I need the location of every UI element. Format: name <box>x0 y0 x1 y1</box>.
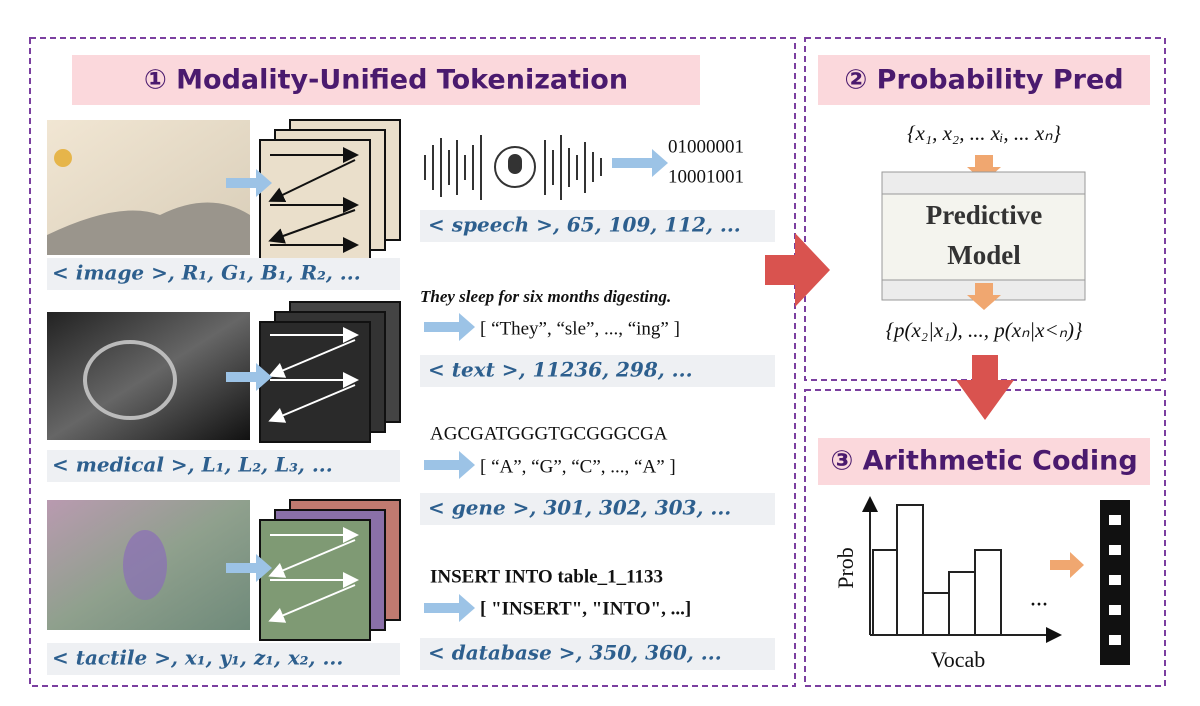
label-band <box>47 450 400 482</box>
red-arrow <box>765 233 830 307</box>
section-title: ③ Arithmetic Coding <box>830 446 1137 477</box>
title-band <box>72 55 700 105</box>
gene-sequence: AGCGATGGGTGCGGGCGA <box>430 423 668 444</box>
scan <box>83 340 177 420</box>
blue-arrows <box>226 149 668 622</box>
model-input: {x₁, x₂, ... xᵢ, ... xₙ} <box>907 121 1061 145</box>
section-title: ① Modality-Unified Tokenization <box>144 65 628 96</box>
image-label: < image >, R₁, G₁, B₁, R₂, ... <box>52 261 361 285</box>
tactile-label: < tactile >, x₁, y₁, z₁, x₂, ... <box>52 646 343 670</box>
speech-bits: 10001001 <box>668 166 744 187</box>
blob <box>123 530 167 600</box>
label-band <box>420 493 775 525</box>
speech-bits: 01000001 <box>668 136 744 157</box>
label-band <box>420 210 775 242</box>
label-band <box>420 355 775 387</box>
orange-arrow <box>1050 552 1084 578</box>
orange-arrow <box>967 283 1001 310</box>
sun <box>54 149 72 167</box>
database-label: < database >, 350, 360, ... <box>428 641 722 665</box>
section-title: ② Probability Pred <box>844 65 1123 96</box>
text-label: < text >, 11236, 298, ... <box>428 358 693 382</box>
orange-arrow <box>967 155 1001 182</box>
model-name: Predictive <box>926 200 1042 230</box>
medical-photo <box>47 312 250 440</box>
text-sentence: They sleep for six months digesting. <box>420 287 671 306</box>
database-query: INSERT INTO table_1_1133 <box>430 566 663 587</box>
text-tokens: [ “They”, “sle”, ..., “ing” ] <box>480 318 680 339</box>
gene-label: < gene >, 301, 302, 303, ... <box>428 496 731 520</box>
model-box <box>881 171 1086 301</box>
database-tokens: [ "INSERT", "INTO", ...] <box>480 598 691 619</box>
bit-strip <box>1100 500 1130 665</box>
waveform <box>424 135 602 200</box>
label-band <box>47 258 400 290</box>
image-stack <box>259 119 401 261</box>
speech-label: < speech >, 65, 109, 112, ... <box>428 213 741 237</box>
title-band <box>818 55 1150 105</box>
title-band <box>818 438 1150 485</box>
label-band <box>420 638 775 670</box>
planet <box>47 202 250 255</box>
medical-stack <box>259 301 401 443</box>
model-output: {p(x₂|x₁), ..., p(xₙ|x<ₙ)} <box>886 318 1083 342</box>
label-band <box>47 643 400 675</box>
red-arrow <box>956 355 1014 420</box>
gene-tokens: [ “A”, “G”, “C”, ..., “A” ] <box>480 456 676 477</box>
tactile-stack <box>259 499 401 641</box>
histogram <box>862 496 1062 643</box>
medical-label: < medical >, L₁, L₂, L₃, ... <box>52 453 333 477</box>
model-name: Model <box>947 240 1021 270</box>
ellipsis: ... <box>1030 586 1048 612</box>
x-axis-label: Vocab <box>931 647 986 672</box>
y-axis-label: Prob <box>833 547 858 589</box>
